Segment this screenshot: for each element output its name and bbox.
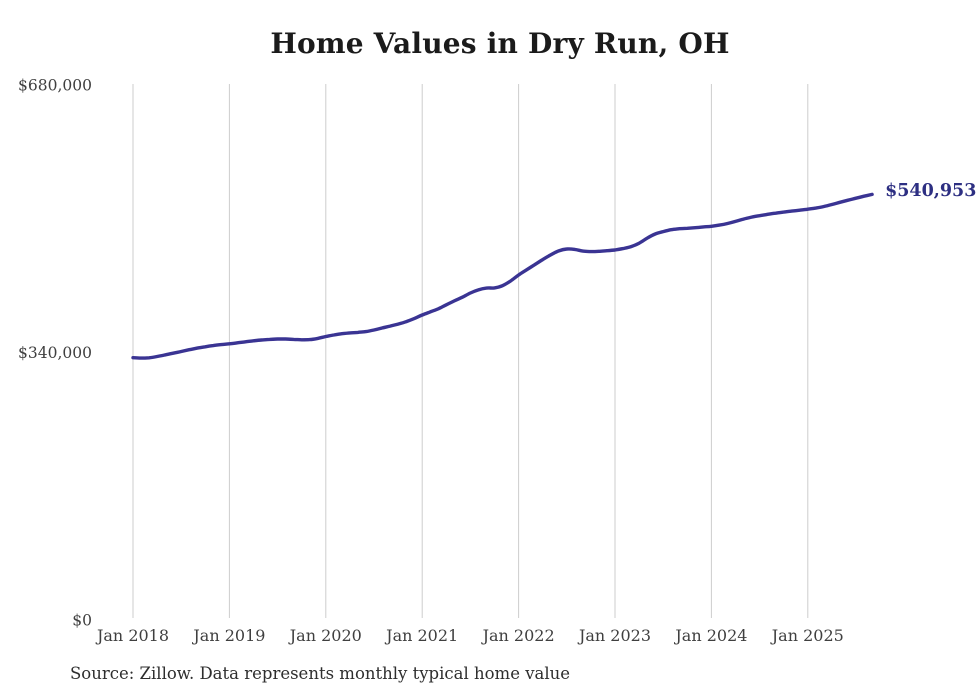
x-tick-label: Jan 2019 <box>191 626 265 645</box>
y-tick-label: $340,000 <box>18 344 92 362</box>
latest-value-label: $540,953 <box>885 181 976 201</box>
y-tick-label: $0 <box>72 612 92 630</box>
x-tick-label: Jan 2022 <box>481 626 555 645</box>
chart-title: Home Values in Dry Run, OH <box>270 27 730 60</box>
x-tick-label: Jan 2024 <box>673 626 747 645</box>
x-tick-label: Jan 2020 <box>288 626 362 645</box>
source-note: Source: Zillow. Data represents monthly … <box>70 664 571 683</box>
home-value-line <box>131 192 874 360</box>
x-tick-label: Jan 2018 <box>95 626 169 645</box>
x-tick-label: Jan 2023 <box>577 626 651 645</box>
y-tick-label: $680,000 <box>18 77 92 95</box>
x-tick-label: Jan 2021 <box>384 626 458 645</box>
x-tick-label: Jan 2025 <box>770 626 844 645</box>
